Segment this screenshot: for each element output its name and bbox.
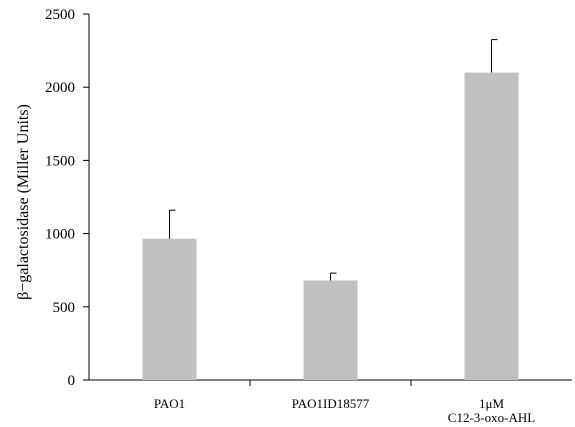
- x-tick-label-line: 1μM: [479, 396, 504, 411]
- bar: [464, 72, 519, 380]
- x-tick-label: 1μM C12-3-oxo-AHL: [448, 396, 535, 425]
- y-tick-label: 0: [68, 373, 76, 389]
- x-tick-label-line: PAO1: [154, 396, 185, 411]
- y-tick-label: 500: [53, 300, 76, 316]
- y-tick-label: 1000: [45, 227, 75, 243]
- bar: [303, 280, 358, 380]
- x-tick-label: PAO1: [154, 396, 185, 411]
- y-tick-label: 2000: [45, 80, 75, 96]
- y-axis-title: β−galactosidase (Miller Units): [15, 104, 32, 300]
- x-tick-label-line: PAO1ID18577: [292, 396, 370, 411]
- y-tick-label: 1500: [45, 153, 75, 169]
- bar: [142, 238, 197, 380]
- y-tick-label: 2500: [45, 7, 75, 23]
- x-tick-label: PAO1ID18577: [292, 396, 370, 411]
- x-tick-label-line: C12-3-oxo-AHL: [448, 410, 535, 425]
